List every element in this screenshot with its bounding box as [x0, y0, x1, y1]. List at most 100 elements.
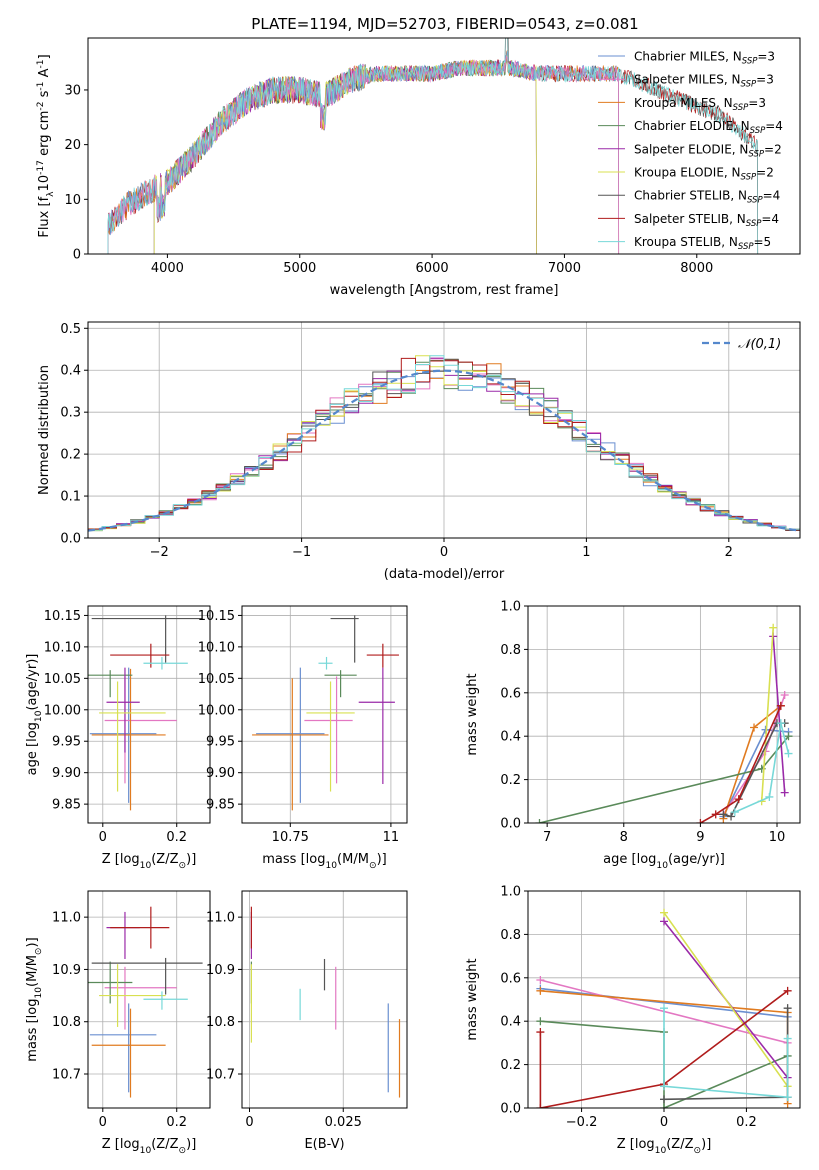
errorbar-salpeter-miles [104, 966, 177, 1030]
x-tick-label: 10.75 [272, 830, 309, 845]
point-marker [776, 719, 785, 728]
plot-area [252, 615, 399, 811]
y-tick-label: 9.95 [206, 735, 235, 750]
x-axis-label: Z [log10(Z/Z⊙)] [617, 1137, 712, 1156]
errorbar-salpeter-stelib [110, 643, 170, 668]
y-tick-label: 10.15 [44, 609, 81, 624]
errorbar-chabrier-elodie [88, 670, 133, 698]
series-line [700, 705, 782, 823]
plot-area [88, 615, 203, 811]
y-axis-label: mass weight [465, 958, 480, 1040]
y-tick-label: 0.6 [500, 686, 521, 701]
y-axis-label: mass [log10(M/M⊙)] [25, 937, 44, 1061]
errorbar-chabrier-stelib [330, 615, 359, 663]
errorbar-salpeter-miles [104, 676, 177, 784]
legend-entry: Chabrier STELIB, NSSP=4 [634, 189, 780, 206]
figure-title: PLATE=1194, MJD=52703, FIBERID=0543, z=0… [251, 15, 638, 33]
x-tick-label: 0.2 [736, 1115, 757, 1130]
x-tick-label: 6000 [416, 261, 449, 276]
y-tick-label: 0.2 [500, 773, 521, 788]
y-tick-label: 10.9 [206, 963, 235, 978]
legend-entry: Chabrier MILES, NSSP=3 [634, 50, 775, 67]
point-marker [660, 1004, 668, 1013]
series-line [539, 990, 789, 1108]
legend-entry: 𝒩(0,1) [738, 337, 781, 352]
legend-entry: Kroupa ELODIE, NSSP=2 [634, 166, 774, 183]
spectrum-line-kroupa-stelib [107, 38, 759, 254]
y-tick-label: 10.00 [44, 703, 81, 718]
x-tick-label: 11 [383, 830, 400, 845]
point-marker [660, 1082, 668, 1091]
y-tick-label: 0.5 [60, 322, 81, 337]
axes-frame [527, 605, 801, 824]
y-tick-label: 9.95 [52, 735, 81, 750]
x-tick-label: −0.2 [566, 1115, 598, 1130]
point-marker [660, 917, 668, 926]
errorbar-kroupa-elodie [99, 964, 166, 1027]
legend-entry: Kroupa STELIB, NSSP=5 [634, 235, 771, 252]
y-tick-label: 0.0 [60, 532, 81, 547]
y-tick-label: 10.7 [206, 1068, 235, 1083]
point-marker [660, 1104, 668, 1108]
axes-frame [87, 890, 211, 1109]
y-tick-label: 11.0 [206, 911, 235, 926]
y-tick-label: 0.2 [60, 448, 81, 463]
x-tick-label: 0 [440, 545, 448, 560]
point-marker [784, 749, 793, 758]
y-tick-label: 0.0 [500, 1102, 521, 1117]
y-tick-label: 11.0 [52, 911, 81, 926]
series-line [663, 912, 789, 1087]
x-tick-label: 5000 [283, 261, 316, 276]
x-axis-label: wavelength [Angstrom, rest frame] [330, 283, 559, 298]
point-marker [783, 1004, 792, 1013]
y-tick-label: 0.4 [60, 364, 81, 379]
x-tick-label: 7 [543, 830, 551, 845]
legend-entry: Salpeter ELODIE, NSSP=2 [634, 142, 782, 159]
legend-entry: Salpeter MILES, NSSP=3 [634, 73, 774, 90]
errorbar-salpeter-elodie [358, 667, 395, 785]
y-tick-label: 10.8 [52, 1015, 81, 1030]
x-tick-label: 8000 [680, 261, 713, 276]
point-marker [780, 690, 789, 699]
point-marker [536, 1104, 545, 1108]
errorbar-salpeter-elodie [106, 911, 140, 959]
x-axis-label: mass [log10(M/M⊙)] [262, 852, 386, 871]
x-tick-label: 0 [99, 830, 107, 845]
x-tick-label: 9 [696, 830, 704, 845]
plot-area [536, 908, 792, 1108]
y-axis-label: Flux [fλ10-17 erg cm-2 s-1 A-1] [36, 54, 56, 237]
mass-vs-ebv-panel: 0 0.025 10.7 10.8 10.9 11.0 E(B-V) [206, 890, 408, 1152]
y-tick-label: 0.0 [500, 817, 521, 832]
series-line [663, 1008, 789, 1099]
y-tick-label: 9.85 [206, 798, 235, 813]
spectrum-line-salpeter-miles [107, 55, 620, 254]
point-marker [719, 810, 728, 819]
spectrum-panel: 4000 5000 6000 7000 8000 0 10 20 30 wavelength [A… [36, 37, 801, 298]
errorbar-chabrier-elodie [88, 961, 133, 1004]
y-tick-label: 0.6 [500, 971, 521, 986]
errorbar-salpeter-stelib [366, 643, 399, 668]
point-marker [536, 1028, 545, 1037]
errorbar-kroupa-miles [252, 678, 329, 811]
series-kroupa-stelib [730, 719, 793, 817]
point-marker [784, 732, 793, 741]
x-tick-label: 0 [245, 1115, 253, 1130]
point-marker [727, 812, 736, 821]
x-axis-label: E(B-V) [304, 1137, 344, 1152]
axes-frame [241, 605, 408, 824]
x-tick-label: 4000 [151, 261, 184, 276]
legend-entry: Chabrier ELODIE, NSSP=4 [634, 119, 783, 136]
y-tick-label: 0.4 [500, 1015, 521, 1030]
axes-frame [87, 37, 801, 255]
y-tick-label: 9.85 [52, 798, 81, 813]
y-tick-label: 10.10 [44, 640, 81, 655]
errorbar-salpeter-stelib [110, 906, 170, 949]
y-axis-label: age [log10(age/yr)] [25, 654, 44, 776]
y-tick-label: 0.3 [60, 406, 81, 421]
x-tick-label: −1 [292, 545, 311, 560]
histogram-kroupa-stelib [88, 355, 800, 538]
x-tick-label: 0.2 [166, 830, 187, 845]
point-marker [730, 808, 739, 817]
point-marker [776, 701, 785, 710]
